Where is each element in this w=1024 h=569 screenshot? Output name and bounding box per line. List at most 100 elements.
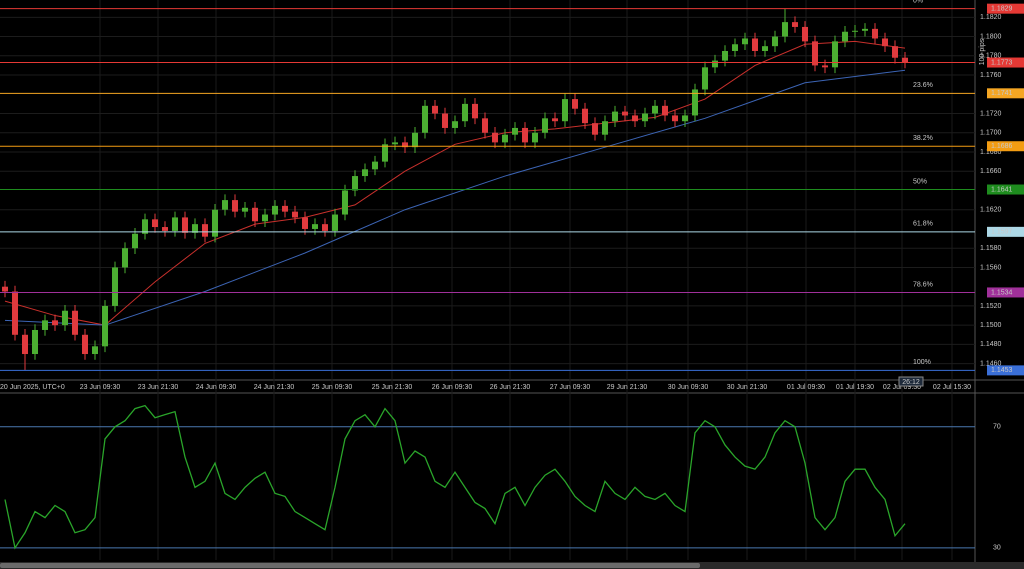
x-tick-label: 24 Jun 21:30 (254, 384, 295, 391)
candle-body (202, 224, 208, 237)
candle-body (732, 44, 738, 51)
candle-body (742, 38, 748, 45)
candle-body (402, 142, 408, 148)
x-tick-label: 02 Jul 15:30 (933, 384, 971, 391)
x-tick-label: 25 Jun 21:30 (372, 384, 413, 391)
candle-body (702, 67, 708, 90)
x-tick-label: 01 Jul 19:30 (836, 384, 874, 391)
y-tick-label: 1.1760 (980, 72, 1002, 79)
candle-body (572, 99, 578, 109)
candle-body (842, 31, 848, 42)
candle-body (442, 113, 448, 128)
price-badge-label: 1.1829 (991, 6, 1013, 13)
candle-body (432, 105, 438, 114)
candle-body (242, 207, 248, 212)
price-badge (987, 226, 1024, 237)
scrollbar-thumb[interactable] (0, 563, 700, 568)
candle-body (162, 227, 168, 231)
candle-body (712, 60, 718, 68)
candle-body (292, 211, 298, 218)
candle-body (182, 217, 188, 233)
candle-body (62, 310, 68, 326)
candle-body (52, 320, 58, 326)
y-tick-label: 1.1560 (980, 264, 1002, 271)
candle-body (612, 111, 618, 122)
candle-body (812, 41, 818, 66)
candle-body (542, 118, 548, 133)
y-tick-label: 1.1480 (980, 341, 1002, 348)
candle-body (772, 36, 778, 47)
candle-body (652, 105, 658, 114)
candle-body (212, 209, 218, 237)
y-tick-label: 1.1800 (980, 33, 1002, 40)
candle-body (222, 200, 228, 210)
x-tick-label: 29 Jun 21:30 (607, 384, 648, 391)
x-tick-label: 26 Jun 09:30 (432, 384, 473, 391)
candle-body (682, 115, 688, 122)
x-tick-label: 30 Jun 09:30 (668, 384, 709, 391)
fib-label: 78.6% (913, 281, 933, 288)
candle-body (352, 176, 358, 191)
candle-body (132, 233, 138, 249)
x-tick-label: 24 Jun 09:30 (196, 384, 237, 391)
fib-label: 38.2% (913, 135, 933, 142)
candle-body (12, 291, 18, 335)
candle-body (342, 190, 348, 215)
candle-body (192, 224, 198, 233)
candle-body (282, 205, 288, 212)
x-tick-label: 25 Jun 09:30 (312, 384, 353, 391)
candle-body (822, 65, 828, 68)
candle-body (462, 103, 468, 122)
moving-average (4, 40, 906, 326)
x-tick-label: 01 Jul 09:30 (787, 384, 825, 391)
price-badge-label: 1.1597 (991, 229, 1013, 236)
price-badge (987, 3, 1024, 14)
candle-body (872, 28, 878, 39)
candle-body (302, 217, 308, 229)
candle-body (522, 127, 528, 143)
candle-body (642, 113, 648, 122)
candle-body (32, 329, 38, 355)
x-tick-label: 02 Jul 09:30 (883, 384, 921, 391)
y-tick-label: 1.1500 (980, 322, 1002, 329)
x-tick-label: 20 Jun 2025, UTC+0 (0, 384, 65, 391)
y-tick-label: 1.1680 (980, 149, 1002, 156)
candle-body (882, 38, 888, 47)
candle-body (22, 334, 28, 355)
candle-body (102, 305, 108, 347)
candle-body (112, 267, 118, 306)
candle-body (172, 217, 178, 231)
candle-body (752, 38, 758, 51)
candle-body (152, 219, 158, 228)
fib-label: 100% (913, 359, 931, 366)
y-tick-label: 1.1720 (980, 110, 1002, 117)
candle-body (802, 26, 808, 42)
candle-body (72, 310, 78, 335)
price-badge (987, 287, 1024, 298)
moving-average (4, 69, 906, 326)
x-tick-label: 27 Jun 09:30 (550, 384, 591, 391)
y-tick-label: 1.1820 (980, 14, 1002, 21)
fib-label: 23.6% (913, 82, 933, 89)
timer: 26:12 (902, 379, 920, 386)
candle-body (482, 118, 488, 133)
candle-body (722, 50, 728, 61)
candle-body (312, 224, 318, 229)
rsi-line (4, 404, 906, 550)
x-tick-label: 26 Jun 21:30 (490, 384, 531, 391)
x-tick-label: 23 Jun 21:30 (138, 384, 179, 391)
candle-body (322, 224, 328, 231)
price-badge (987, 141, 1024, 152)
candle-body (472, 103, 478, 119)
current-price-label: 1.1773 (991, 59, 1013, 66)
y-tick-label: 1.1520 (980, 303, 1002, 310)
candle-body (582, 108, 588, 124)
timer-box (898, 376, 924, 387)
price-badge-label: 1.1641 (991, 186, 1013, 193)
candle-body (92, 346, 98, 355)
candle-body (552, 118, 558, 122)
candle-body (632, 115, 638, 122)
